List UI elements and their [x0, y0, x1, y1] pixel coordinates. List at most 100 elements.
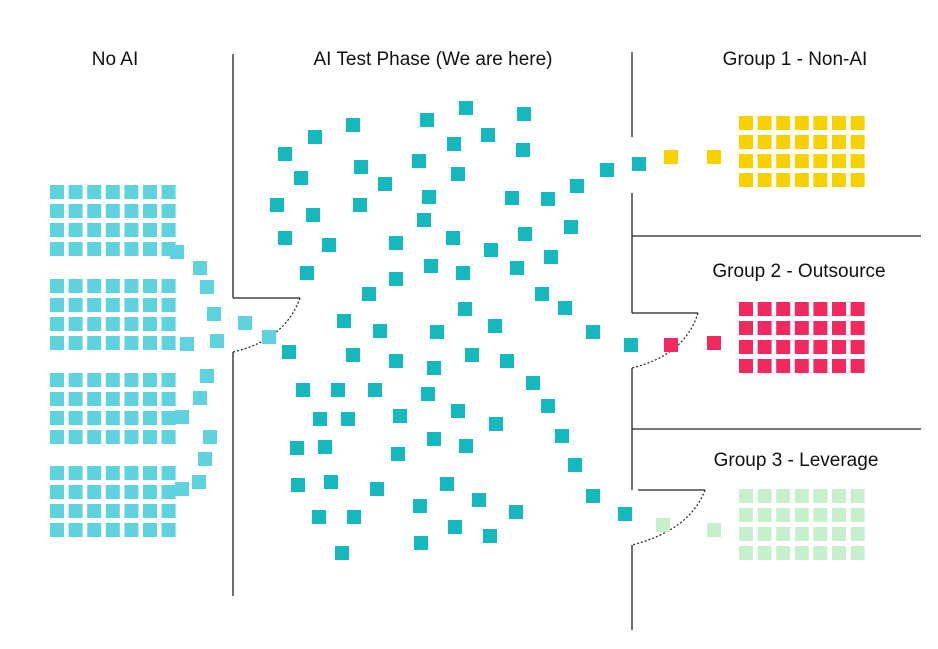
- no-ai-square: [50, 279, 64, 293]
- group2-square: [832, 302, 846, 316]
- group3-square: [794, 489, 809, 503]
- no-ai-square: [105, 336, 120, 350]
- funnel-group2-dashed: [631, 312, 699, 369]
- test-phase-square: [368, 383, 382, 397]
- no-ai-square: [161, 504, 176, 518]
- no-ai-square: [50, 430, 64, 444]
- test-phase-square: [389, 354, 403, 368]
- group3-square: [813, 489, 828, 503]
- group2-label: Group 2 - Outsource: [712, 261, 886, 282]
- group1-square: [776, 173, 791, 187]
- test-phase-square: [517, 107, 531, 121]
- test-phase-square: [290, 441, 304, 455]
- no-ai-square: [87, 185, 102, 199]
- test-phase-square: [505, 191, 519, 205]
- no-ai-square: [124, 279, 139, 293]
- test-phase-square: [341, 412, 355, 426]
- funnel-group3-dashed: [631, 489, 706, 546]
- no-ai-square: [105, 185, 120, 199]
- test-phase-square: [354, 160, 368, 174]
- no-ai-square: [161, 223, 176, 237]
- test-phase-square: [516, 143, 530, 157]
- group3-square: [757, 489, 772, 503]
- no-ai-square: [124, 185, 139, 199]
- test-phase-square: [488, 319, 502, 333]
- group2-square: [832, 359, 846, 373]
- group2-square: [813, 359, 828, 373]
- test-phase-square: [391, 447, 405, 461]
- no-ai-stray-square: [192, 475, 206, 489]
- no-ai-square: [143, 279, 157, 293]
- test-phase-square: [282, 345, 296, 359]
- no-ai-square: [124, 204, 139, 218]
- group1-square: [739, 173, 753, 187]
- no-ai-square: [143, 523, 157, 537]
- group2-square: [739, 359, 753, 373]
- group3-square: [850, 546, 865, 560]
- no-ai-square: [161, 336, 176, 350]
- no-ai-square: [87, 523, 102, 537]
- test-phase-square: [618, 507, 632, 521]
- test-phase-square: [459, 439, 473, 453]
- test-phase-square: [322, 238, 336, 252]
- test-phase-square: [424, 259, 438, 273]
- no-ai-square: [68, 242, 83, 256]
- test-phase-square: [337, 314, 351, 328]
- no-ai-stray-square: [210, 334, 224, 348]
- no-ai-square: [68, 279, 83, 293]
- no-ai-square: [124, 336, 139, 350]
- no-ai-square: [105, 204, 120, 218]
- no-ai-square: [68, 485, 83, 499]
- group1-square: [757, 154, 772, 168]
- group2-square: [850, 302, 865, 316]
- group2-square: [739, 321, 753, 335]
- test-phase-square: [306, 208, 320, 222]
- group1-square: [832, 135, 846, 149]
- test-phase-square: [500, 354, 514, 368]
- group1-square: [813, 154, 828, 168]
- no-ai-square: [50, 411, 64, 425]
- no-ai-square: [143, 392, 157, 406]
- test-phase-square: [346, 118, 360, 132]
- test-phase-square: [568, 458, 582, 472]
- group2-square: [757, 340, 772, 354]
- no-ai-square: [161, 298, 176, 312]
- no-ai-square: [68, 317, 83, 331]
- no-ai-square: [50, 185, 64, 199]
- test-phase-square: [291, 478, 305, 492]
- no-ai-square: [143, 466, 157, 480]
- test-phase-square: [412, 154, 426, 168]
- test-phase-square: [308, 130, 322, 144]
- test-phase-square: [489, 417, 503, 431]
- group2-square: [850, 340, 865, 354]
- funnel-left-dashed: [232, 297, 301, 353]
- no-ai-square: [124, 411, 139, 425]
- no-ai-square: [68, 430, 83, 444]
- group3-square: [794, 546, 809, 560]
- test-phase-square: [294, 171, 308, 185]
- test-phase-square: [347, 510, 361, 524]
- no-ai-label: No AI: [91, 49, 139, 70]
- group1-square: [813, 173, 828, 187]
- test-phase-square: [465, 348, 479, 362]
- group3-square: [739, 489, 753, 503]
- test-phase-square: [535, 287, 549, 301]
- no-ai-square: [87, 430, 102, 444]
- no-ai-square: [50, 504, 64, 518]
- squares-layer: [50, 101, 865, 560]
- no-ai-square: [87, 336, 102, 350]
- no-ai-square: [143, 411, 157, 425]
- group1-square: [832, 116, 846, 130]
- group1-stray-square: [664, 150, 678, 164]
- no-ai-square: [105, 242, 120, 256]
- no-ai-square: [87, 504, 102, 518]
- test-phase-square: [446, 231, 460, 245]
- test-phase-square: [544, 250, 558, 264]
- group3-square: [832, 489, 846, 503]
- group1-square: [776, 135, 791, 149]
- test-phase-square: [624, 338, 638, 352]
- no-ai-stray-square: [200, 280, 214, 294]
- no-ai-square: [124, 298, 139, 312]
- group3-square: [776, 546, 791, 560]
